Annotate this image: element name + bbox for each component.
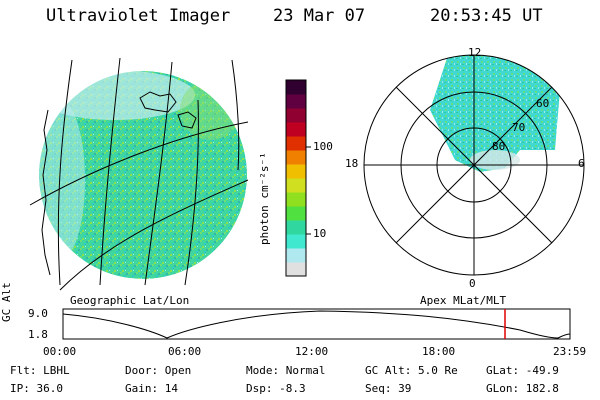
status-mode: Mode: Normal — [246, 364, 326, 377]
lat-label-80: 80 — [492, 140, 506, 153]
colorbar-segment — [286, 122, 306, 137]
colorbar-segment — [286, 178, 306, 193]
mlt-label-18: 18 — [345, 157, 359, 170]
colorbar-segment — [286, 80, 306, 95]
colorbar — [286, 80, 306, 277]
timeline-ytick-low: 1.8 — [28, 328, 48, 341]
colorbar-frame — [285, 79, 311, 277]
time-label: 20:53:45 UT — [430, 6, 543, 26]
status-glat: GLat: -49.9 — [486, 364, 559, 377]
geo-grid-lines — [29, 57, 249, 291]
timeline-xtick-1: 06:00 — [168, 345, 202, 358]
right-panel-caption: Apex MLat/MLT — [420, 294, 507, 307]
polar-grid — [363, 54, 585, 276]
status-flt: Flt: LBHL — [10, 364, 70, 377]
mlt-label-6: 6 — [578, 157, 585, 170]
timeline-plot — [62, 308, 571, 340]
colorbar-segment — [286, 164, 306, 179]
colorbar-unit-label: photon cm⁻²s⁻¹ — [258, 152, 271, 245]
lat-label-60: 60 — [536, 97, 550, 110]
colorbar-tick-100: 100 — [313, 140, 333, 153]
colorbar-segment — [286, 206, 306, 221]
status-gc-alt: GC Alt: 5.0 Re — [365, 364, 458, 377]
colorbar-segment — [286, 136, 306, 151]
colorbar-segment — [286, 150, 306, 165]
status-door: Door: Open — [125, 364, 192, 377]
colorbar-tick-10: 10 — [313, 227, 327, 240]
coastline — [41, 91, 197, 276]
colorbar-segment — [286, 108, 306, 123]
status-ip: IP: 36.0 — [10, 382, 63, 395]
timeline-ytick-high: 9.0 — [28, 307, 48, 320]
lat-label-70: 70 — [512, 121, 526, 134]
timeline-xtick-4: 23:59 — [553, 345, 587, 358]
mlt-label-0: 0 — [469, 277, 476, 290]
colorbar-segment — [286, 248, 306, 263]
colorbar-segment — [286, 262, 306, 277]
instrument-title: Ultraviolet Imager — [46, 6, 231, 26]
timeline-xtick-0: 00:00 — [43, 345, 77, 358]
status-seq: Seq: 39 — [365, 382, 412, 395]
colorbar-segment — [286, 234, 306, 249]
status-dsp: Dsp: -8.3 — [246, 382, 306, 395]
timeline-xtick-2: 12:00 — [295, 345, 329, 358]
status-glon: GLon: 182.8 — [486, 382, 559, 395]
date-label: 23 Mar 07 — [273, 6, 366, 26]
colorbar-segment — [286, 220, 306, 235]
colorbar-segment — [286, 94, 306, 109]
timeline-ylabel: GC Alt — [0, 282, 13, 322]
timeline-xtick-3: 18:00 — [422, 345, 456, 358]
mlt-label-12: 12 — [468, 46, 482, 59]
left-panel-caption: Geographic Lat/Lon — [70, 294, 190, 307]
status-gain: Gain: 14 — [125, 382, 178, 395]
colorbar-segment — [286, 192, 306, 207]
